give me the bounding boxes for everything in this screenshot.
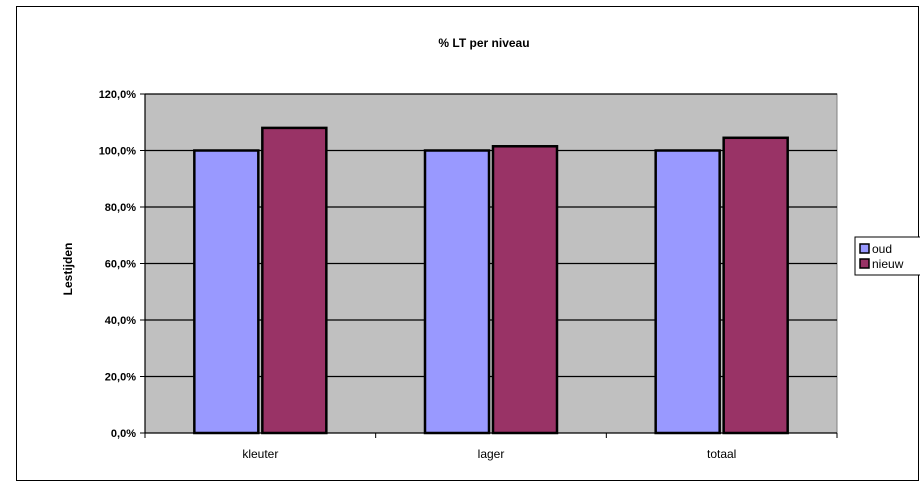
bar-chart: % LT per niveau Lestijden 0,0% 20,0% 40,0%… [61, 36, 920, 461]
y-tick-label: 80,0% [105, 202, 136, 214]
x-tick-label: totaal [707, 447, 736, 461]
y-axis-title: Lestijden [61, 243, 75, 296]
y-tick-label: 0,0% [111, 428, 136, 440]
chart-area: % LT per niveau Lestijden 0,0% 20,0% 40,0%… [16, 6, 920, 481]
bar-oud-kleuter [193, 149, 260, 435]
bar-nieuw-kleuter [261, 126, 328, 435]
legend-label-oud: oud [872, 242, 892, 256]
y-tick-label: 60,0% [105, 259, 136, 271]
x-axis-ticks: kleuter lager totaal [144, 433, 838, 461]
legend-swatch-oud [859, 243, 870, 254]
bar-nieuw-lager [491, 145, 559, 435]
bars [193, 126, 789, 435]
legend-label-nieuw: nieuw [872, 257, 904, 271]
x-tick-label: kleuter [242, 447, 278, 461]
y-tick-label: 100,0% [99, 146, 137, 158]
y-tick-label: 40,0% [105, 315, 136, 327]
bar-nieuw-totaal [722, 136, 789, 435]
legend-swatch-nieuw [859, 258, 870, 269]
chart-title: % LT per niveau [438, 36, 529, 50]
y-tick-label: 120,0% [99, 89, 137, 101]
bar-oud-lager [423, 149, 491, 435]
gridlines [145, 93, 837, 378]
y-axis-ticks: 0,0% 20,0% 40,0% 60,0% 80,0% 100,0% 120,0% [99, 89, 145, 440]
x-tick-label: lager [478, 447, 505, 461]
bar-oud-totaal [654, 149, 721, 435]
y-tick-label: 20,0% [105, 372, 136, 384]
